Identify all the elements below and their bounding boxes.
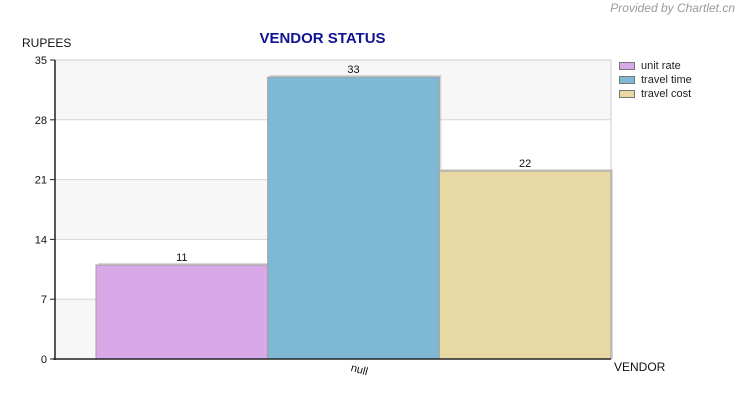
watermark: Provided by Chartlet.cn	[610, 1, 735, 15]
legend-item: travel cost	[614, 87, 743, 101]
y-tick-label: 14	[35, 234, 47, 246]
data-label: 22	[519, 158, 531, 170]
legend-item: unit rate	[614, 59, 743, 73]
legend-label: travel time	[641, 74, 692, 86]
legend-label: travel cost	[641, 88, 692, 100]
legend-swatch-travel-time	[619, 76, 635, 84]
bar-unit-rate	[95, 264, 269, 360]
y-tick-label: 28	[35, 115, 47, 127]
legend-label: unit rate	[641, 60, 681, 72]
data-label: 33	[347, 64, 359, 76]
legend-swatch-travel-cost	[619, 90, 635, 98]
bar-travel-cost	[438, 170, 612, 360]
y-tick-label: 0	[41, 354, 47, 366]
y-tick-label: 35	[35, 55, 47, 67]
chart-title: VENDOR STATUS	[259, 30, 386, 47]
bar-travel-time	[267, 76, 440, 360]
x-axis-label: VENDOR	[614, 360, 666, 374]
y-axis-label: RUPEES	[22, 36, 72, 50]
x-tick-label: null	[349, 362, 369, 378]
y-tick-label: 7	[41, 294, 47, 306]
y-tick-label: 21	[35, 175, 47, 187]
data-label: 11	[176, 252, 187, 264]
legend-item: travel time	[614, 73, 743, 87]
legend-swatch-unit-rate	[619, 62, 635, 70]
legend: unit rate travel time travel cost	[614, 59, 743, 101]
